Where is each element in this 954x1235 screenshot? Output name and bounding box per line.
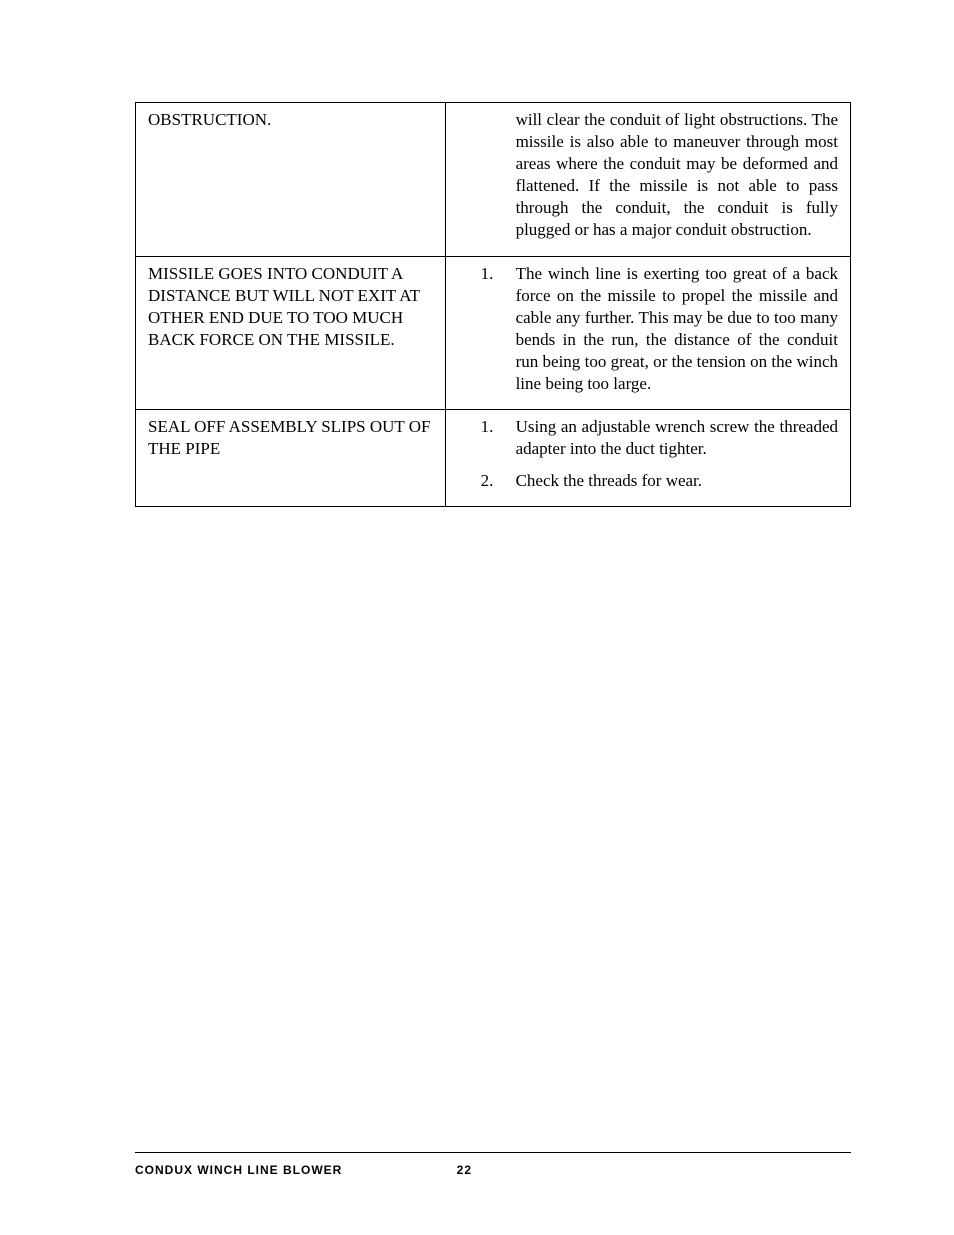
footer-rule: [135, 1152, 851, 1153]
solution-list: The winch line is exerting too great of …: [458, 263, 838, 396]
problem-cell: SEAL OFF ASSEMBLY SLIPS OUT OF THE PIPE: [136, 410, 446, 507]
list-item: Using an adjustable wrench screw the thr…: [498, 416, 838, 460]
troubleshooting-table: OBSTRUCTION. will clear the conduit of l…: [135, 102, 851, 507]
footer-line: CONDUX WINCH LINE BLOWER 22: [135, 1163, 851, 1177]
solution-cell: The winch line is exerting too great of …: [445, 256, 850, 410]
page: OBSTRUCTION. will clear the conduit of l…: [0, 0, 954, 1235]
problem-cell: MISSILE GOES INTO CONDUIT A DISTANCE BUT…: [136, 256, 446, 410]
problem-cell: OBSTRUCTION.: [136, 103, 446, 257]
table-row: OBSTRUCTION. will clear the conduit of l…: [136, 103, 851, 257]
solution-list: Using an adjustable wrench screw the thr…: [458, 416, 838, 492]
table-row: SEAL OFF ASSEMBLY SLIPS OUT OF THE PIPE …: [136, 410, 851, 507]
table-row: MISSILE GOES INTO CONDUIT A DISTANCE BUT…: [136, 256, 851, 410]
footer-page-number: 22: [457, 1163, 472, 1177]
footer-title: CONDUX WINCH LINE BLOWER: [135, 1163, 342, 1177]
list-item: The winch line is exerting too great of …: [498, 263, 838, 396]
solution-cell: Using an adjustable wrench screw the thr…: [445, 410, 850, 507]
page-footer: CONDUX WINCH LINE BLOWER 22: [135, 1152, 851, 1177]
list-item: Check the threads for wear.: [498, 470, 838, 492]
solution-cell: will clear the conduit of light obstruct…: [445, 103, 850, 257]
solution-continuation: will clear the conduit of light obstruct…: [516, 109, 838, 242]
content-area: OBSTRUCTION. will clear the conduit of l…: [135, 102, 851, 507]
